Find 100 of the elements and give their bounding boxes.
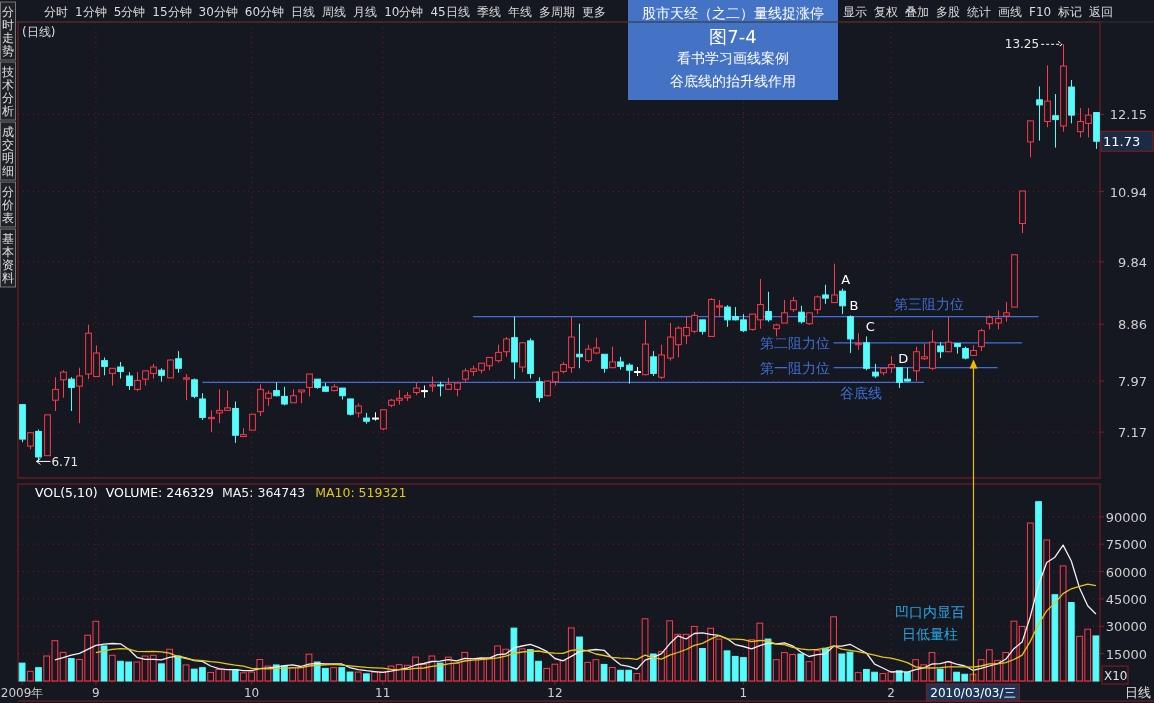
bar <box>133 661 141 682</box>
bar <box>436 662 444 682</box>
text: 分时 <box>44 5 68 19</box>
text: 统计 <box>967 5 991 19</box>
bar <box>830 616 837 682</box>
bar <box>641 618 649 682</box>
line-series <box>95 583 1097 671</box>
text: 标记 <box>1057 5 1083 19</box>
x-tick-label: 10 <box>243 686 260 700</box>
chart-subtitle: 图7-4 <box>709 26 757 47</box>
text: 30分钟 <box>198 5 238 19</box>
candlestick <box>1052 93 1059 149</box>
x-tick-label: 2 <box>887 686 895 700</box>
y-tick-label: 30000 <box>1105 619 1147 635</box>
series-label: 第二阻力位 <box>759 334 830 351</box>
bar <box>330 667 337 682</box>
candlestick <box>576 323 583 369</box>
x-tick-label: 2009年 <box>0 686 44 700</box>
y-tick-label: 7.17 <box>1118 425 1147 441</box>
annotation: D <box>898 350 909 366</box>
chart-title: VOL(5,10) <box>35 485 98 500</box>
bar <box>18 662 26 682</box>
y-tick-label: 12.15 <box>1109 107 1147 123</box>
text: 技术分析 <box>1 65 14 118</box>
text: 更多 <box>581 5 606 19</box>
annotation: B <box>849 298 859 314</box>
bar <box>363 673 370 682</box>
bar <box>1092 635 1100 682</box>
bar <box>354 671 362 682</box>
annotation: 看书学习画线案例 <box>677 50 789 66</box>
bar <box>764 638 772 682</box>
candlestick <box>511 316 518 380</box>
candlestick <box>634 366 641 377</box>
annotation: A <box>841 271 851 287</box>
text: 60分钟 <box>244 5 285 19</box>
bar <box>510 627 518 682</box>
chart-title: 股市天经（之二）量线捉涨停 <box>642 5 824 21</box>
y-tick-label: 9.84 <box>1118 254 1147 270</box>
y-tick-label: 7.97 <box>1118 374 1147 390</box>
bar <box>608 667 616 682</box>
y-tick-label: 10.94 <box>1109 184 1147 200</box>
bar <box>35 667 42 682</box>
bar <box>854 672 862 682</box>
bar <box>223 669 231 682</box>
text: 显示 <box>843 5 867 19</box>
bar <box>158 663 165 682</box>
text: 11.73 <box>1103 134 1141 150</box>
text: 日线 <box>1125 685 1151 700</box>
text: MA5: 364743 <box>221 485 306 500</box>
annotation: 13.25 <box>1004 37 1040 52</box>
series-label: 谷底线 <box>839 385 882 402</box>
y-tick-label: 75000 <box>1105 537 1147 553</box>
bar <box>576 636 583 682</box>
bar <box>67 658 75 682</box>
bar <box>518 648 526 682</box>
text: X10 <box>1104 669 1128 683</box>
annotation: 凹口内显百日低量柱 <box>894 604 965 642</box>
bar <box>797 653 805 682</box>
y-tick-label: 60000 <box>1105 564 1147 580</box>
annotation: VOLUME: 246329 <box>105 485 215 500</box>
text: F10 <box>1029 5 1052 19</box>
x-tick-label: 11 <box>375 686 391 700</box>
candlestick <box>1036 85 1043 142</box>
text: 多股 <box>936 5 960 19</box>
bar <box>633 673 641 682</box>
candlestick <box>536 376 543 403</box>
text: 返回 <box>1089 5 1114 19</box>
text: 10分钟 <box>384 5 424 19</box>
line-series <box>54 544 1097 674</box>
y-tick-label: 90000 <box>1105 509 1147 525</box>
bar <box>1043 539 1051 682</box>
bar <box>936 668 944 682</box>
candlestick <box>847 316 854 354</box>
bar <box>174 655 182 682</box>
bar <box>1051 594 1059 682</box>
text: 季线 <box>476 5 501 19</box>
text: 45日线 <box>430 5 470 19</box>
bar <box>166 648 174 682</box>
series-label: 第一阻力位 <box>759 359 830 376</box>
bar <box>822 647 829 682</box>
bar <box>182 664 190 682</box>
text: 5分钟 <box>113 5 146 19</box>
text: 1分钟 <box>75 5 107 19</box>
bar <box>1059 565 1067 682</box>
candlestick <box>798 305 805 325</box>
candlestick <box>158 367 165 383</box>
text: 分价表 <box>1 185 14 225</box>
bar <box>1067 602 1075 682</box>
text: 15分钟 <box>152 5 192 19</box>
text: MA10: 519321 <box>315 485 407 500</box>
y-tick-label: 15000 <box>1105 646 1147 662</box>
candlestick <box>52 376 59 412</box>
text: 年线 <box>507 5 532 19</box>
text: 分时走势 <box>2 5 14 58</box>
annotation: (日线) <box>22 25 56 39</box>
annotation: 谷底线的抬升线作用 <box>670 73 796 89</box>
text: 叠加 <box>905 5 929 19</box>
series-label: 第三阻力位 <box>893 295 964 312</box>
y-tick-label: 8.86 <box>1118 317 1147 333</box>
text: 画线 <box>998 5 1022 19</box>
